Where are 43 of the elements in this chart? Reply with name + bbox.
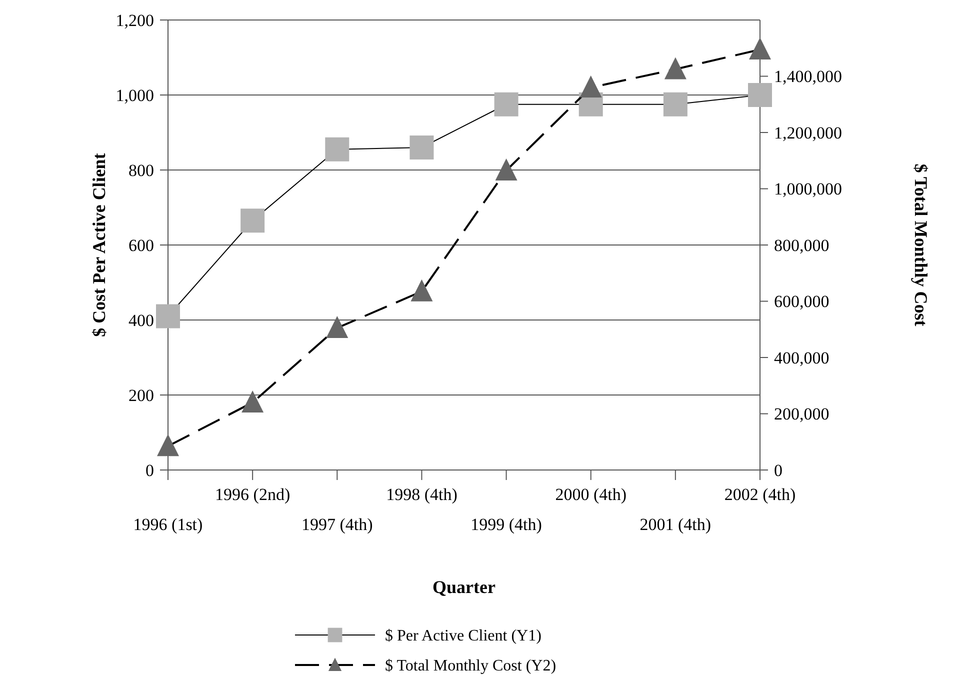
x-tick-label: 1999 (4th)	[470, 515, 542, 534]
y-tick-label: 600	[128, 236, 154, 255]
x-tick-label: 2000 (4th)	[555, 485, 627, 504]
x-tick-label: 1997 (4th)	[301, 515, 373, 534]
y-axis-title: $ Cost Per Active Client	[89, 153, 109, 337]
y2-tick-label: 800,000	[774, 236, 830, 255]
x-axis-title: Quarter	[432, 577, 496, 597]
x-tick-label: 1996 (2nd)	[215, 485, 290, 504]
point	[748, 83, 772, 107]
point	[240, 208, 265, 233]
point	[242, 390, 264, 412]
y-tick-label: 0	[146, 460, 154, 480]
legend-label: $ Per Active Client (Y1)	[385, 628, 542, 645]
x-tick-label: 1996 (1st)	[133, 515, 203, 534]
x-tick-label: 2002 (4th)	[724, 485, 796, 504]
point	[580, 76, 602, 98]
y2-axis-title: $ Total Monthly Cost	[911, 164, 931, 326]
point	[325, 137, 350, 162]
point	[157, 434, 179, 456]
point	[494, 92, 518, 116]
y2-tick-label: 1,000,000	[774, 180, 842, 199]
point	[410, 279, 433, 302]
point	[410, 136, 434, 160]
point	[326, 316, 348, 338]
point	[495, 158, 518, 180]
y2-tick-label: 1,200,000	[774, 123, 842, 142]
y-tick-label: 1,200	[116, 10, 154, 30]
x-tick-label: 2001 (4th)	[640, 515, 712, 534]
y2-tick-label: 600,000	[774, 292, 830, 312]
point	[749, 38, 771, 60]
x-tick-label: 1998 (4th)	[386, 485, 458, 504]
legend-label: $ Total Monthly Cost (Y2)	[385, 658, 556, 675]
y-tick-label: 800	[128, 160, 154, 180]
y2-tick-label: 1,400,000	[774, 67, 842, 86]
y2-tick-label: 0	[774, 460, 782, 480]
point	[664, 57, 686, 80]
y-tick-label: 400	[128, 310, 154, 330]
y2-tick-label: 200,000	[774, 404, 830, 424]
y-tick-label: 200	[128, 386, 154, 405]
y2-tick-label: 400,000	[774, 348, 830, 368]
point	[156, 304, 180, 328]
y-tick-label: 1,000	[116, 86, 154, 105]
point	[663, 92, 688, 116]
